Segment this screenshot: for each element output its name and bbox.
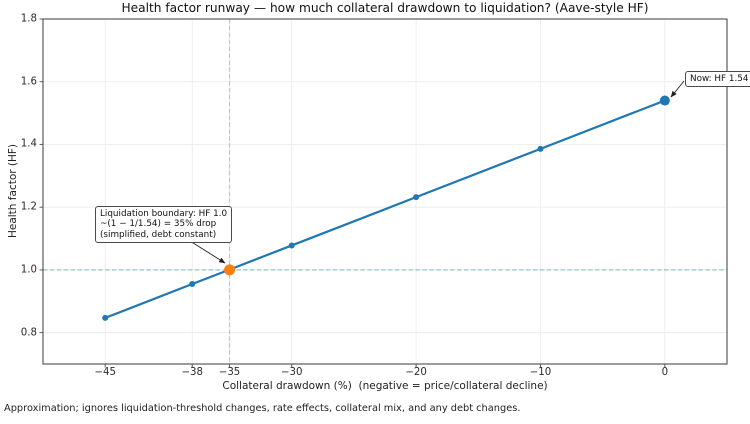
chart-title: Health factor runway — how much collater… xyxy=(121,1,649,15)
now-annotation-line: Now: HF 1.54 xyxy=(690,74,749,84)
x-tick-label: −30 xyxy=(280,367,303,378)
y-tick-label: 1.8 xyxy=(20,13,37,25)
x-tick-label: −20 xyxy=(405,367,427,378)
y-tick-label: 1.0 xyxy=(20,264,37,276)
data-point xyxy=(537,145,544,152)
x-tick-label: −10 xyxy=(529,367,552,378)
liquidation-annotation-line: Liquidation boundary: HF 1.0 xyxy=(100,209,228,219)
now-annotation: Now: HF 1.54 xyxy=(685,71,750,88)
x-tick-label: −35 xyxy=(218,367,241,378)
liquidation-annotation-line: (simplified, debt constant) xyxy=(100,229,217,240)
y-tick-label: 1.6 xyxy=(20,76,37,88)
liquidation-annotation: Liquidation boundary: HF 1.0 ~(1 − 1/1.54… xyxy=(95,206,233,244)
data-point xyxy=(288,242,295,249)
y-tick-label: 0.8 xyxy=(20,327,37,339)
liquidation-annotation-line: ~(1 − 1/1.54) = 35% drop xyxy=(100,219,217,230)
y-tick-label: 1.4 xyxy=(20,138,37,150)
data-point xyxy=(413,194,420,201)
x-tick-label: 0 xyxy=(661,367,669,378)
data-point xyxy=(102,314,109,321)
data-point xyxy=(189,281,196,288)
liquidation-point xyxy=(224,264,236,276)
x-axis-label: Collateral drawdown (%) (negative = pric… xyxy=(222,380,548,392)
x-tick-label: −38 xyxy=(181,367,203,378)
now-annotation-arrow xyxy=(670,80,685,98)
x-tick-label: −45 xyxy=(94,367,116,378)
liquidation-annotation-arrow xyxy=(189,240,226,264)
now-point xyxy=(659,95,670,106)
footnote: Approximation; ignores liquidation-thres… xyxy=(4,403,521,414)
y-tick-label: 1.2 xyxy=(20,201,37,213)
